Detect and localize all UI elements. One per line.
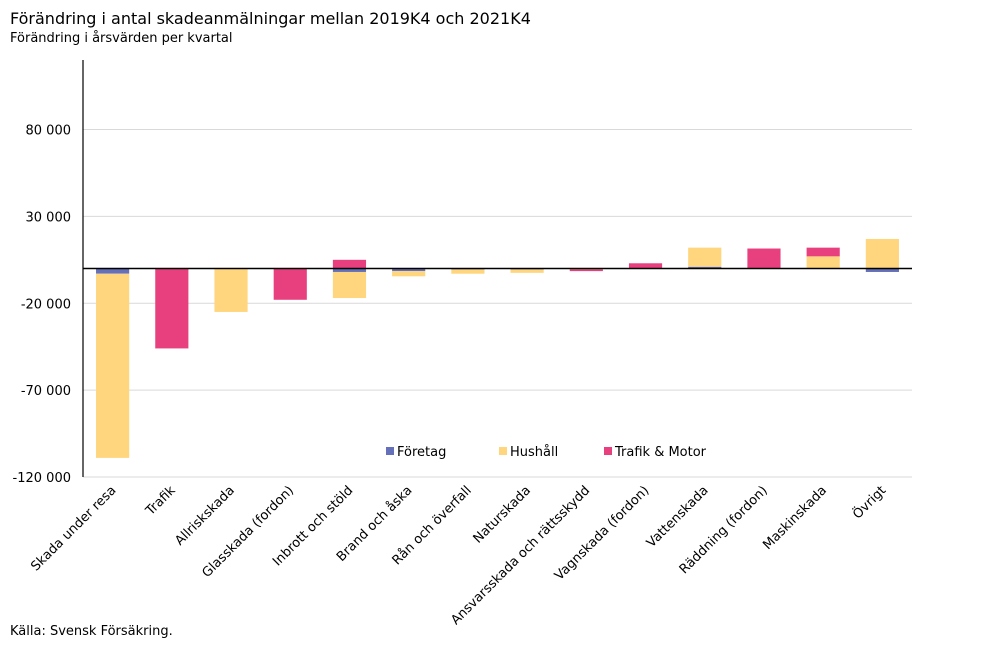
y-tick-label: -70 000 [21, 384, 71, 399]
bar-segment [806, 256, 840, 269]
bar-segment [569, 269, 603, 272]
bar-segment [688, 247, 722, 267]
bar-segment [273, 268, 307, 300]
bar-segment [865, 268, 899, 272]
bar-segment [865, 238, 899, 269]
bar-segment [155, 268, 189, 349]
bar-segment [747, 248, 781, 269]
legend-label: Trafik & Motor [614, 445, 707, 460]
bar-segment [392, 271, 426, 277]
y-tick-label: 30 000 [26, 210, 72, 225]
legend: Företag Hushåll Trafik & Motor [386, 445, 707, 460]
legend-swatch [386, 447, 394, 455]
category-label: Maskinskada [760, 483, 830, 553]
bar-segment [214, 268, 248, 312]
bars [96, 238, 899, 458]
category-label: Naturskada [471, 483, 534, 546]
chart-title: Förändring i antal skadeanmälningar mell… [10, 9, 531, 28]
y-tick-label: -120 000 [13, 471, 71, 486]
bar-segment [332, 259, 367, 269]
legend-swatch [499, 447, 507, 455]
bar-segment [332, 271, 367, 299]
bar-segment [628, 263, 663, 269]
category-labels: Skada under resa TrafikAllriskskadaGlassk… [28, 482, 889, 628]
legend-label: Företag [397, 445, 446, 460]
bar-segment [332, 268, 367, 272]
category-label: Skada under resa [28, 483, 119, 574]
bar-segment [451, 269, 485, 274]
category-label: Allriskskada [172, 483, 238, 549]
y-tick-label: 80 000 [26, 124, 72, 139]
y-tick-label: -20 000 [21, 297, 71, 312]
source-note: Källa: Svensk Försäkring. [10, 624, 173, 639]
bar-segment [806, 247, 840, 257]
bar-segment [688, 266, 722, 269]
legend-label: Hushåll [510, 445, 558, 460]
gridlines [83, 129, 912, 478]
category-label: Trafik [143, 483, 179, 519]
y-axis-ticks: 80 000 30 000 -20 000 -70 000 -120 000 [13, 124, 71, 487]
chart-subtitle: Förändring i årsvärden per kvartal [10, 31, 233, 46]
legend-swatch [604, 447, 612, 455]
bar-segment [510, 269, 544, 273]
bar-segment [96, 273, 130, 458]
bar-segment [392, 268, 426, 272]
bar-segment [96, 268, 130, 274]
category-label: Övrigt [849, 482, 889, 522]
